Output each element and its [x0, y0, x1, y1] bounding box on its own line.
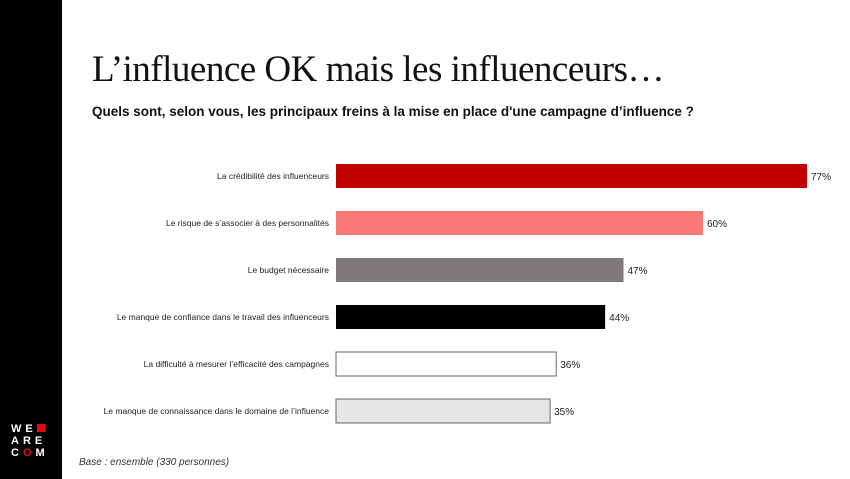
bar: [336, 164, 807, 188]
category-label: La crédibilité des influenceurs: [217, 171, 329, 181]
logo-row-2: ARE: [11, 435, 47, 447]
sidebar-strip: [0, 0, 62, 479]
bar: [336, 258, 624, 282]
wearecom-logo: WE ARE COM: [11, 423, 53, 459]
bar: [335, 398, 551, 424]
category-label: Le risque de s’associer à des personnali…: [166, 218, 329, 228]
bar: [336, 305, 606, 329]
category-label: La difficulté à mesurer l’efficacité des…: [144, 359, 329, 369]
bar: [335, 351, 557, 377]
value-label: 77%: [811, 172, 831, 183]
value-label: 36%: [560, 360, 580, 371]
logo-row-1: WE: [11, 423, 53, 435]
category-label: Le manque de connaissance dans le domain…: [104, 406, 330, 416]
base-footnote: Base : ensemble (330 personnes): [79, 457, 230, 468]
slide-subtitle: Quels sont, selon vous, les principaux f…: [92, 104, 694, 119]
category-label: Le budget nécessaire: [248, 265, 330, 275]
logo-row-3: COM: [11, 447, 49, 459]
logo-red-square-icon: [36, 424, 45, 432]
value-label: 47%: [627, 266, 647, 277]
category-label: Le manque de confiance dans le travail d…: [117, 312, 329, 322]
value-label: 44%: [609, 313, 629, 324]
bar: [336, 211, 704, 235]
value-label: 35%: [554, 407, 574, 418]
logo-red-o: O: [22, 447, 36, 459]
logo-row-1-text: WE: [11, 423, 37, 435]
value-label: 60%: [707, 219, 727, 230]
slide-title: L’influence OK mais les influenceurs…: [92, 49, 664, 90]
